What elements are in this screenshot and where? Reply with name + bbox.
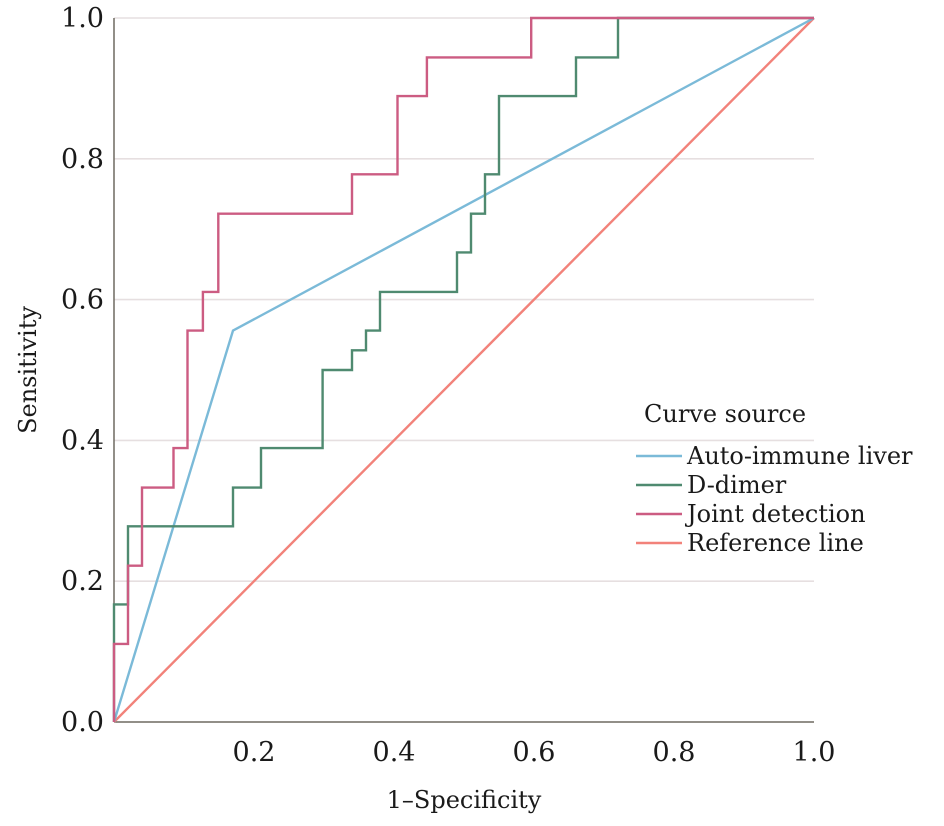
legend-title: Curve source <box>644 400 806 428</box>
y-tick-label: 0.0 <box>61 707 104 738</box>
legend-label: Auto-immune liver <box>686 442 913 470</box>
legend-label: D-dimer <box>687 471 787 499</box>
series-line-reference-line <box>113 17 815 723</box>
gridlines <box>114 17 814 583</box>
tick-labels: 0.0 0.2 0.4 0.6 0.8 1.0 0.2 0.4 0.6 0.8 1.0 <box>61 3 835 768</box>
legend: Curve source Auto-immune liverD-dimerJoi… <box>636 400 913 557</box>
legend-label: Reference line <box>687 529 864 557</box>
y-tick-label: 1.0 <box>61 3 104 34</box>
x-tick-label: 0.6 <box>513 737 556 768</box>
x-tick-label: 0.8 <box>653 737 696 768</box>
series-line-joint-detection <box>112 16 814 722</box>
y-axis-title: Sensitivity <box>14 306 42 434</box>
x-tick-label: 0.4 <box>373 737 416 768</box>
series-line-d-dimer <box>112 16 814 722</box>
series-layer <box>112 16 815 723</box>
x-tick-label: 0.2 <box>233 737 276 768</box>
y-tick-label: 0.6 <box>61 285 104 316</box>
y-tick-label: 0.4 <box>61 425 104 456</box>
x-tick-label: 1.0 <box>793 737 836 768</box>
legend-label: Joint detection <box>684 500 866 528</box>
series-line-auto-immune-liver <box>112 16 815 723</box>
y-tick-label: 0.2 <box>61 566 104 597</box>
y-tick-label: 0.8 <box>61 144 104 175</box>
x-axis-title: 1–Specificity <box>387 786 542 814</box>
